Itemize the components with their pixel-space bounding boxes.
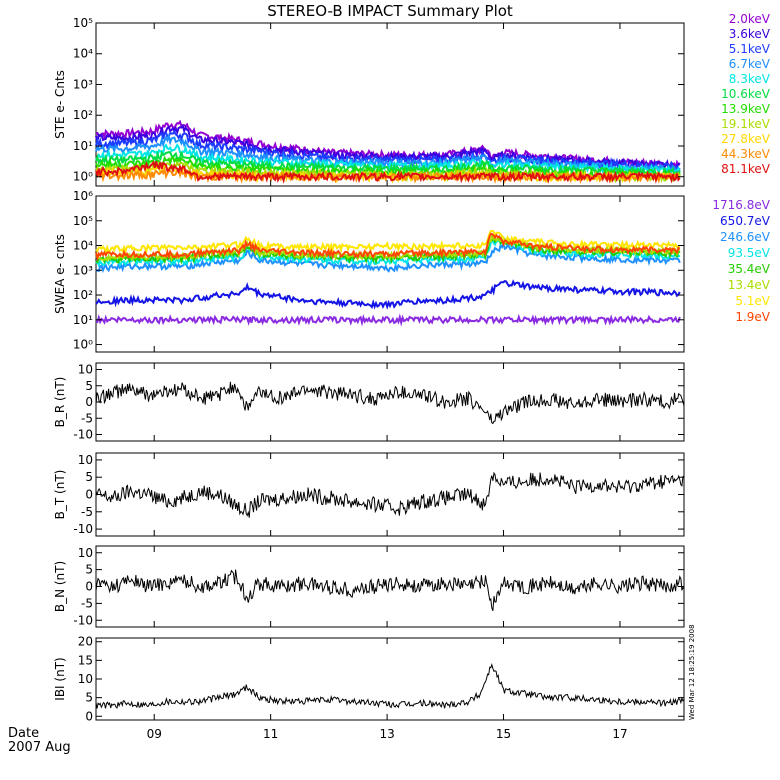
y-tick-label: 10 bbox=[78, 672, 93, 686]
legend-entry: 1.9eV bbox=[735, 310, 770, 324]
y-tick-label: 5 bbox=[85, 379, 93, 393]
series-line bbox=[95, 229, 680, 255]
y-tick-label: 5 bbox=[85, 691, 93, 705]
x-tick-label: 15 bbox=[496, 727, 511, 741]
y-tick-label: 0 bbox=[85, 488, 93, 502]
legend-entry: 10.6keV bbox=[721, 87, 771, 101]
y-tick-label: 10⁰ bbox=[73, 338, 93, 352]
x-tick-label: 17 bbox=[612, 727, 627, 741]
y-tick-label: -5 bbox=[81, 505, 93, 519]
y-tick-label: 10⁴ bbox=[73, 47, 93, 61]
y-tick-label: 10⁰ bbox=[73, 170, 93, 184]
y-tick-label: -5 bbox=[81, 411, 93, 425]
series-line bbox=[95, 160, 681, 184]
legend-entry: 1716.8eV bbox=[712, 198, 770, 212]
y-tick-label: 0 bbox=[85, 709, 93, 723]
legend-entry: 6.7keV bbox=[729, 57, 771, 71]
y-tick-label: -10 bbox=[73, 428, 93, 442]
legend-entry: 246.6eV bbox=[720, 230, 771, 244]
legend-entry: 19.1keV bbox=[721, 117, 771, 131]
series-line bbox=[95, 381, 685, 425]
generation-timestamp: Wed Mar 12 18:25:19 2008 bbox=[688, 624, 696, 720]
x-tick-label: 11 bbox=[263, 727, 278, 741]
y-axis-label: IBI (nT) bbox=[53, 657, 67, 700]
y-tick-label: 5 bbox=[85, 563, 93, 577]
legend-entry: 2.0keV bbox=[729, 12, 771, 26]
series-line bbox=[95, 279, 681, 310]
series-line bbox=[95, 241, 681, 274]
y-tick-label: 10⁵ bbox=[73, 214, 93, 228]
y-axis-label: B_T (nT) bbox=[53, 470, 67, 520]
y-tick-label: 10 bbox=[78, 546, 93, 560]
panel-4: -10 -5 0 5 10 B_N (nT) bbox=[53, 545, 685, 628]
y-tick-label: -5 bbox=[81, 596, 93, 610]
series-line bbox=[95, 232, 681, 262]
y-axis-label: B_R (nT) bbox=[53, 377, 67, 428]
panel-2: -10 -5 0 5 10 B_R (nT) bbox=[53, 362, 685, 442]
series-line bbox=[95, 471, 685, 518]
y-tick-label: 0 bbox=[85, 580, 93, 594]
y-tick-label: -10 bbox=[73, 613, 93, 627]
date-label: Date bbox=[8, 726, 39, 741]
x-tick-label: 13 bbox=[379, 727, 394, 741]
y-tick-label: 5 bbox=[85, 470, 93, 484]
y-tick-label: 10³ bbox=[73, 263, 93, 277]
series-line bbox=[95, 313, 681, 327]
legend-entry: 13.9keV bbox=[721, 102, 771, 116]
y-tick-label: 10⁵ bbox=[73, 16, 93, 30]
y-tick-label: 10 bbox=[78, 453, 93, 467]
legend-entry: 5.1eV bbox=[735, 294, 770, 308]
panel-1: 1716.8eV 650.7eV 246.6eV 93.5eV 35.4eV 13.4eV… bbox=[53, 189, 771, 353]
series-line bbox=[95, 662, 685, 709]
y-axis-label: STE e- Cnts bbox=[53, 70, 67, 139]
panel-frame bbox=[95, 545, 685, 628]
legend-entry: 81.1keV bbox=[721, 162, 771, 176]
y-axis-label: SWEA e- cnts bbox=[53, 234, 67, 314]
panel-frame bbox=[95, 22, 685, 187]
year-month-label: 2007 Aug bbox=[8, 740, 71, 755]
panel-frame bbox=[95, 362, 685, 442]
panel-0: 2.0keV3.6keV5.1keV6.7keV8.3keV10.6keV13.… bbox=[53, 12, 771, 187]
legend-entry: 13.4eV bbox=[728, 278, 771, 292]
panel-frame bbox=[95, 637, 685, 721]
y-tick-label: 10 bbox=[78, 363, 93, 377]
y-tick-label: 0 bbox=[85, 395, 93, 409]
series-line bbox=[95, 150, 681, 179]
legend-entry: 44.3keV bbox=[721, 147, 771, 161]
y-tick-label: 10³ bbox=[73, 77, 93, 91]
y-tick-label: 10¹ bbox=[73, 313, 93, 327]
y-tick-label: 10⁴ bbox=[73, 239, 93, 253]
y-tick-label: 15 bbox=[78, 653, 93, 667]
legend-entry: 35.4eV bbox=[728, 262, 771, 276]
y-tick-label: -10 bbox=[73, 522, 93, 536]
panel-3: -10 -5 0 5 10 B_T (nT) bbox=[53, 452, 685, 537]
legend-entry: 8.3keV bbox=[729, 72, 771, 86]
y-tick-label: 10¹ bbox=[73, 139, 93, 153]
legend-entry: 3.6keV bbox=[729, 27, 771, 41]
plot-title: STEREO-B IMPACT Summary Plot bbox=[267, 2, 513, 20]
panel-frame bbox=[95, 195, 685, 353]
y-tick-label: 10² bbox=[73, 288, 93, 302]
series-line bbox=[95, 569, 685, 611]
y-tick-label: 20 bbox=[78, 635, 93, 649]
legend-entry: 5.1keV bbox=[729, 42, 771, 56]
panel-5: 0 5 10 15 20 IBI (nT) bbox=[53, 635, 685, 723]
legend-entry: 27.8keV bbox=[721, 132, 771, 146]
y-tick-label: 10² bbox=[73, 108, 93, 122]
x-tick-label: 09 bbox=[147, 727, 162, 741]
legend-entry: 93.5eV bbox=[728, 246, 771, 260]
y-axis-label: B_N (nT) bbox=[53, 561, 67, 612]
y-tick-label: 10⁶ bbox=[73, 189, 93, 203]
legend-entry: 650.7eV bbox=[720, 214, 771, 228]
